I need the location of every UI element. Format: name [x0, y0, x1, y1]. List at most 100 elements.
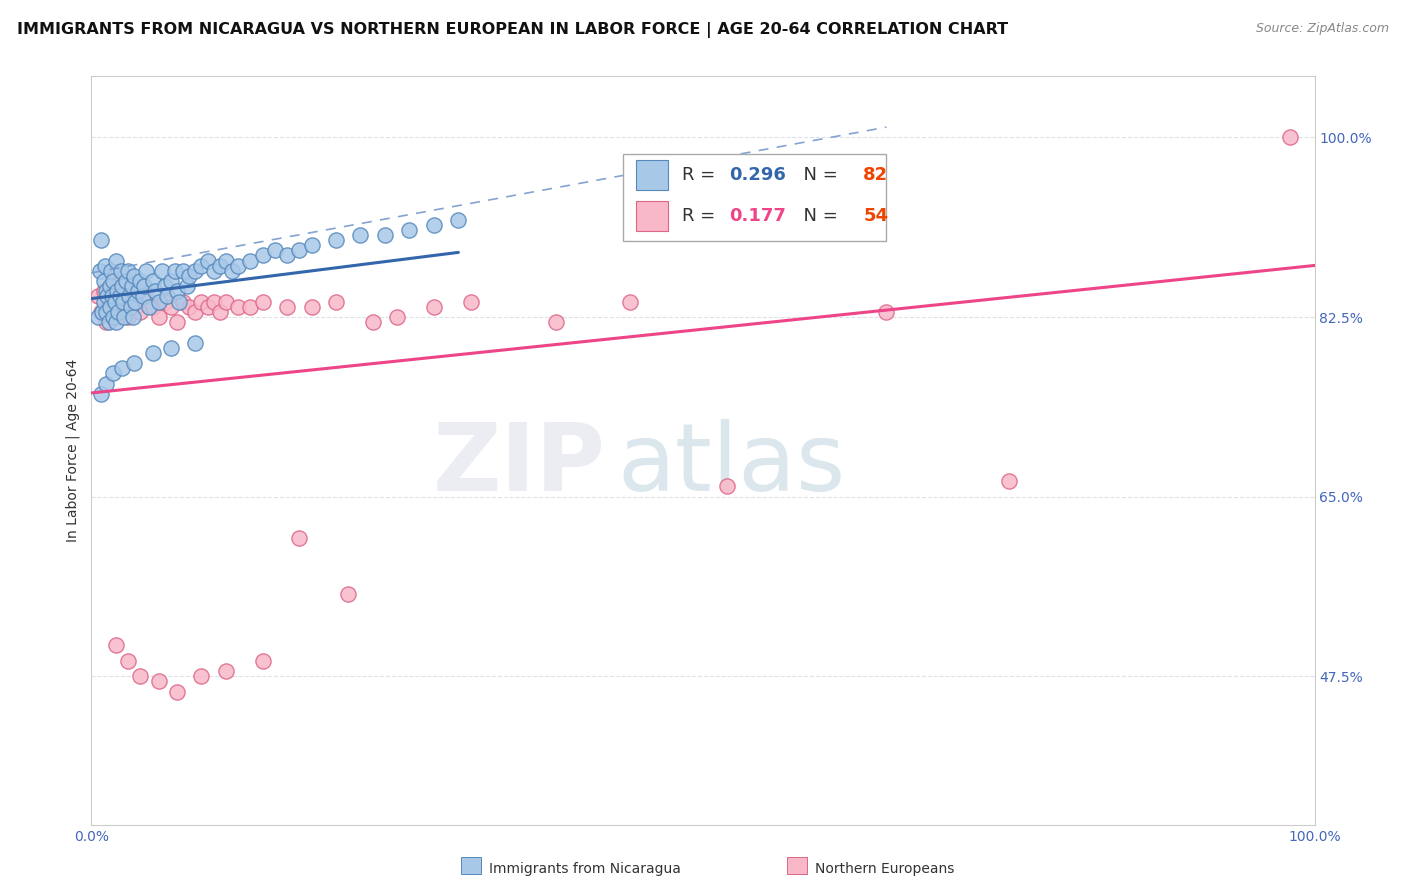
Point: [148, 310, 170, 324]
Point: [288, 531, 311, 545]
Point: [190, 669, 212, 683]
Point: [112, 310, 135, 324]
Point: [141, 346, 163, 360]
Point: [184, 305, 207, 319]
Text: Immigrants from Nicaragua: Immigrants from Nicaragua: [489, 862, 681, 876]
Point: [112, 294, 135, 309]
Point: [398, 223, 420, 237]
Point: [122, 268, 145, 283]
Point: [215, 253, 238, 268]
Point: [325, 233, 347, 247]
Point: [252, 294, 274, 309]
Point: [86, 310, 108, 324]
Point: [160, 341, 183, 355]
Point: [148, 294, 170, 309]
Point: [190, 294, 212, 309]
Point: [619, 294, 641, 309]
Point: [166, 315, 188, 329]
Point: [423, 218, 446, 232]
Point: [129, 669, 152, 683]
Text: Source: ZipAtlas.com: Source: ZipAtlas.com: [1256, 22, 1389, 36]
Text: IMMIGRANTS FROM NICARAGUA VS NORTHERN EUROPEAN IN LABOR FORCE | AGE 20-64 CORREL: IMMIGRANTS FROM NICARAGUA VS NORTHERN EU…: [17, 22, 1008, 38]
Point: [252, 248, 274, 262]
Point: [153, 294, 176, 309]
FancyBboxPatch shape: [636, 161, 668, 191]
Point: [184, 335, 207, 350]
Point: [172, 264, 194, 278]
Point: [104, 253, 127, 268]
Point: [998, 475, 1021, 489]
Point: [385, 310, 409, 324]
Point: [215, 294, 238, 309]
Point: [132, 289, 155, 303]
Point: [129, 305, 152, 319]
Point: [103, 367, 125, 381]
FancyBboxPatch shape: [636, 201, 668, 231]
Point: [104, 279, 127, 293]
Point: [107, 310, 129, 324]
Y-axis label: In Labor Force | Age 20-64: In Labor Force | Age 20-64: [66, 359, 80, 542]
Point: [226, 259, 249, 273]
Point: [141, 300, 163, 314]
Point: [111, 361, 134, 376]
Point: [1279, 130, 1302, 145]
Point: [150, 264, 173, 278]
Point: [90, 387, 112, 401]
Text: N =: N =: [793, 207, 844, 225]
Point: [114, 300, 136, 314]
Point: [184, 264, 207, 278]
Point: [103, 274, 125, 288]
Point: [197, 300, 219, 314]
Point: [117, 310, 139, 324]
Point: [156, 289, 179, 303]
Point: [337, 587, 360, 601]
Text: Northern Europeans: Northern Europeans: [815, 862, 955, 876]
Text: 82: 82: [863, 167, 889, 185]
Point: [179, 268, 201, 283]
Point: [202, 294, 225, 309]
Point: [124, 300, 146, 314]
Point: [94, 305, 117, 319]
Point: [91, 305, 114, 319]
Point: [135, 264, 157, 278]
Point: [160, 274, 183, 288]
Point: [875, 305, 898, 319]
Point: [176, 279, 198, 293]
Point: [423, 300, 446, 314]
Point: [98, 300, 121, 314]
Point: [111, 294, 134, 309]
Point: [208, 259, 231, 273]
Point: [301, 300, 323, 314]
Point: [129, 274, 152, 288]
Text: 54: 54: [863, 207, 889, 225]
FancyBboxPatch shape: [623, 154, 887, 241]
Point: [153, 279, 176, 293]
Text: 0.296: 0.296: [728, 167, 786, 185]
Point: [166, 285, 188, 299]
Point: [546, 315, 568, 329]
Point: [103, 305, 125, 319]
Point: [127, 285, 149, 299]
Point: [122, 310, 145, 324]
Point: [100, 264, 122, 278]
Point: [447, 212, 470, 227]
Point: [202, 264, 225, 278]
Text: ZIP: ZIP: [432, 419, 605, 511]
Point: [96, 289, 118, 303]
Point: [94, 259, 117, 273]
Point: [104, 639, 127, 653]
Point: [349, 227, 371, 242]
Text: R =: R =: [682, 207, 721, 225]
Point: [172, 294, 194, 309]
Point: [108, 289, 131, 303]
Point: [117, 654, 139, 668]
Point: [276, 248, 298, 262]
Point: [239, 253, 262, 268]
Text: R =: R =: [682, 167, 721, 185]
Point: [301, 238, 323, 252]
Point: [252, 654, 274, 668]
Point: [288, 244, 311, 258]
Point: [148, 674, 170, 689]
Point: [239, 300, 262, 314]
Point: [104, 294, 127, 309]
